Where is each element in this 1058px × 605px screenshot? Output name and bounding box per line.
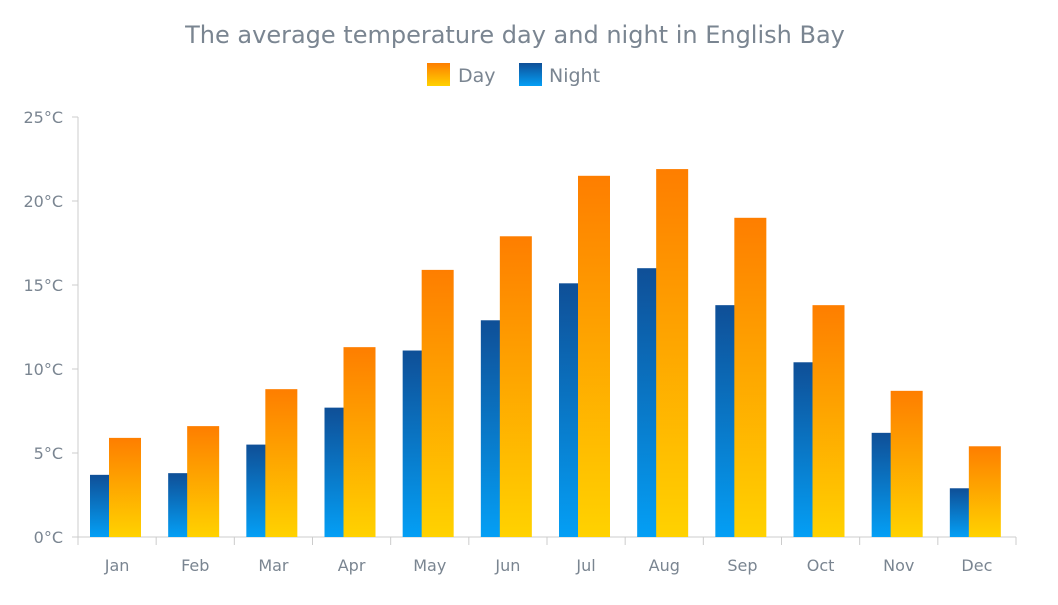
x-tick-label: Jul	[575, 556, 595, 575]
x-tick-label: Sep	[727, 556, 757, 575]
y-axis: 0°C 5°C 10°C 15°C 20°C 25°C	[23, 108, 79, 547]
legend-swatch-night	[519, 63, 542, 86]
x-tick-label: Jan	[104, 556, 130, 575]
x-tick-label: Feb	[181, 556, 209, 575]
bar-day-nov[interactable]	[890, 390, 923, 537]
bar-day-mar[interactable]	[265, 389, 298, 537]
chart-title: The average temperature day and night in…	[184, 21, 845, 49]
bar-day-apr[interactable]	[343, 347, 376, 537]
x-tick-label: Mar	[258, 556, 289, 575]
x-tick-label: Jun	[494, 556, 520, 575]
bar-day-jan[interactable]	[109, 437, 141, 537]
y-tick-label: 5°C	[34, 444, 63, 463]
x-tick-label: Dec	[961, 556, 992, 575]
y-tick-label: 0°C	[34, 528, 63, 547]
legend-label-night: Night	[549, 65, 600, 87]
x-tick-label: May	[413, 556, 446, 575]
bar-day-may[interactable]	[421, 269, 454, 537]
bar-day-jul[interactable]	[578, 175, 610, 538]
y-tick-label: 15°C	[23, 276, 63, 295]
bar-day-aug[interactable]	[656, 169, 689, 537]
legend-label-day: Day	[458, 65, 496, 87]
bar-day-sep[interactable]	[734, 217, 767, 538]
legend-swatch-day	[427, 63, 450, 86]
y-tick-label: 10°C	[23, 360, 63, 379]
legend-item-day[interactable]: Day	[427, 63, 496, 87]
bar-day-jun[interactable]	[499, 236, 532, 537]
x-tick-label: Apr	[338, 556, 366, 575]
x-tick-label: Nov	[883, 556, 914, 575]
legend-item-night[interactable]: Night	[519, 63, 600, 87]
y-tick-label: 25°C	[23, 108, 63, 127]
x-tick-label: Oct	[807, 556, 835, 575]
bar-day-feb[interactable]	[187, 426, 220, 537]
y-tick-label: 20°C	[23, 192, 63, 211]
legend: Day Night	[427, 63, 600, 87]
bars-group	[90, 169, 1001, 538]
bar-day-dec[interactable]	[968, 446, 1001, 537]
x-tick-label: Aug	[649, 556, 680, 575]
x-axis: Jan Feb Mar Apr May Jun Jul Aug Sep Oct Nov Dec	[77, 536, 1017, 575]
bar-day-oct[interactable]	[812, 305, 845, 537]
